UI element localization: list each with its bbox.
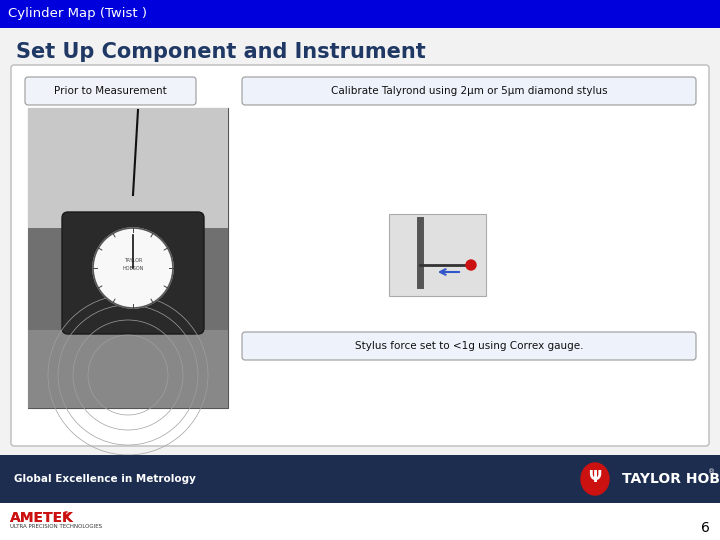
FancyBboxPatch shape — [28, 108, 228, 228]
Circle shape — [93, 228, 173, 308]
Text: HOBSON: HOBSON — [122, 266, 144, 271]
Text: Set Up Component and Instrument: Set Up Component and Instrument — [16, 42, 426, 62]
FancyBboxPatch shape — [25, 77, 196, 105]
FancyBboxPatch shape — [389, 214, 486, 296]
Text: 6: 6 — [701, 521, 710, 535]
Text: Calibrate Talyrond using 2μm or 5μm diamond stylus: Calibrate Talyrond using 2μm or 5μm diam… — [330, 86, 607, 96]
FancyBboxPatch shape — [242, 77, 696, 105]
Text: TAYLOR: TAYLOR — [124, 258, 142, 262]
FancyBboxPatch shape — [62, 212, 204, 334]
Text: ®: ® — [708, 469, 715, 475]
FancyBboxPatch shape — [28, 330, 228, 408]
Text: AMETEK: AMETEK — [10, 511, 74, 525]
Text: ®: ® — [62, 511, 71, 520]
Text: Stylus force set to <1g using Correx gauge.: Stylus force set to <1g using Correx gau… — [355, 341, 583, 351]
FancyBboxPatch shape — [28, 228, 228, 408]
Text: Ψ: Ψ — [588, 470, 602, 485]
Text: Cylinder Map (Twist ): Cylinder Map (Twist ) — [8, 8, 147, 21]
FancyBboxPatch shape — [11, 65, 709, 446]
Text: TAYLOR HOBSON: TAYLOR HOBSON — [622, 472, 720, 486]
FancyBboxPatch shape — [28, 108, 228, 408]
Text: Prior to Measurement: Prior to Measurement — [53, 86, 166, 96]
Text: AMETEK: AMETEK — [10, 511, 74, 525]
Ellipse shape — [581, 463, 609, 495]
FancyBboxPatch shape — [0, 455, 720, 503]
Text: Global Excellence in Metrology: Global Excellence in Metrology — [14, 474, 196, 484]
FancyBboxPatch shape — [242, 332, 696, 360]
Text: ULTRA PRECISION TECHNOLOGIES: ULTRA PRECISION TECHNOLOGIES — [10, 524, 102, 529]
FancyBboxPatch shape — [0, 0, 720, 28]
Circle shape — [466, 260, 476, 270]
FancyBboxPatch shape — [0, 503, 720, 540]
